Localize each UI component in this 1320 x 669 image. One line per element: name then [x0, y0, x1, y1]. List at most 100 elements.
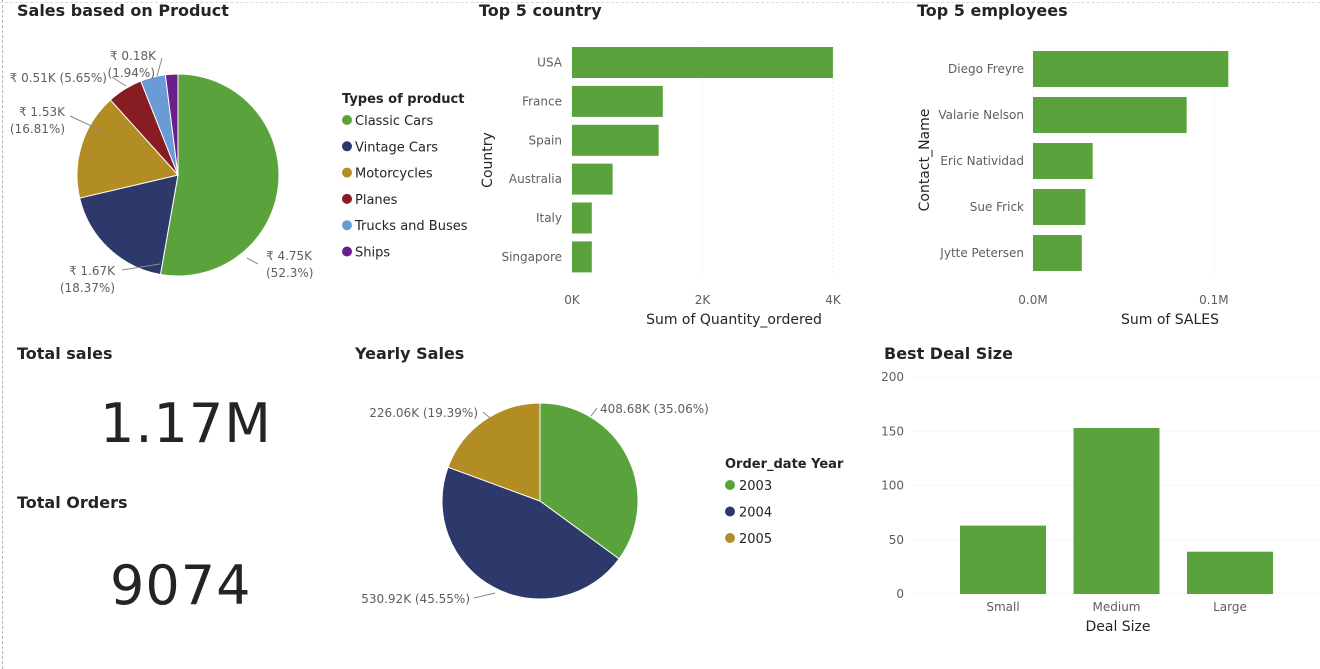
legend-title-year: Order_date Year: [725, 457, 844, 472]
title-total-sales: Total sales: [17, 344, 113, 363]
leader-line-year-2005: [482, 411, 491, 419]
bar-sue-frick[interactable]: [1033, 189, 1086, 225]
legend-marker-trucks-and-buses[interactable]: [342, 220, 352, 231]
bar-valarie-nelson[interactable]: [1033, 97, 1187, 133]
y-axis-title-contact-name: Contact_Name: [917, 109, 933, 212]
bar-eric-natividad[interactable]: [1033, 143, 1093, 179]
x-axis-title-sum-of-sales: Sum of SALES: [1121, 312, 1219, 328]
y-tick-150: 150: [881, 424, 904, 438]
legend-marker-ships[interactable]: [342, 246, 352, 257]
x-tick-large: Large: [1213, 600, 1247, 614]
legend-item-vintage-cars: Vintage Cars: [355, 140, 438, 155]
pie-slice-motorcycles[interactable]: [76, 99, 179, 199]
legend-item-trucks-and-buses: Trucks and Buses: [354, 219, 468, 234]
leader-line-vintage-cars: [121, 263, 161, 271]
pie-slice-year-2004[interactable]: [441, 466, 620, 600]
legend-marker-planes[interactable]: [342, 193, 352, 204]
data-label-year-2003: 408.68K (35.06%): [600, 402, 709, 416]
data-label-pct-vintage-cars: (18.37%): [60, 281, 115, 295]
pie-slice-classic-cars[interactable]: [159, 73, 280, 277]
x-tick-2k: 2K: [695, 293, 712, 307]
data-label-vintage-cars: ₹ 1.67K: [69, 264, 116, 278]
legend-marker-motorcycles[interactable]: [342, 167, 352, 178]
x-axis-title-deal-size: Deal Size: [1085, 619, 1150, 635]
y-tick-france: France: [522, 94, 562, 108]
y-tick-jytte-petersen: Jytte Petersen: [939, 246, 1024, 260]
y-tick-usa: USA: [537, 55, 563, 69]
legend-marker-classic-cars[interactable]: [342, 115, 352, 125]
legend-title-product: Types of product: [342, 92, 464, 107]
legend-marker-year-2003[interactable]: [725, 480, 735, 490]
y-tick-100: 100: [881, 479, 904, 493]
data-label-year-2005: 226.06K (19.39%): [369, 406, 478, 420]
canvas-border-top: [0, 2, 1320, 3]
bar-italy[interactable]: [572, 202, 592, 234]
legend-item-year-2004: 2004: [739, 506, 772, 521]
pie-slice-ships[interactable]: [164, 73, 179, 176]
x-tick-0-0m: 0.0M: [1018, 293, 1047, 307]
data-label-pct-classic-cars: (52.3%): [266, 266, 313, 280]
y-tick-singapore: Singapore: [501, 250, 562, 264]
leader-line-year-2004: [473, 592, 496, 599]
x-tick-0k: 0K: [564, 293, 581, 307]
leader-line-motorcycles: [69, 115, 101, 131]
data-label-trucks-and-buses: ₹ 0.18K: [110, 49, 157, 63]
legend-item-classic-cars: Classic Cars: [355, 114, 433, 129]
data-label-pct-trucks-and-buses: (1.94%): [108, 66, 155, 80]
leader-line-classic-cars: [246, 257, 259, 265]
legend-item-planes: Planes: [355, 193, 398, 208]
canvas-border-left: [2, 0, 3, 669]
bar-medium[interactable]: [1073, 428, 1160, 594]
data-label-planes: ₹ 0.51K (5.65%): [10, 71, 107, 85]
data-label-classic-cars: ₹ 4.75K: [266, 249, 313, 263]
y-tick-50: 50: [889, 533, 904, 547]
bar-jytte-petersen[interactable]: [1033, 235, 1082, 271]
legend-item-year-2003: 2003: [739, 479, 772, 494]
pie-slice-year-2005[interactable]: [447, 402, 541, 502]
legend-item-motorcycles: Motorcycles: [355, 167, 433, 182]
y-tick-spain: Spain: [528, 133, 562, 147]
leader-line-planes: [111, 76, 127, 87]
y-tick-italy: Italy: [536, 211, 562, 225]
leader-line-trucks-and-buses: [156, 57, 163, 77]
pie-slice-year-2003[interactable]: [539, 402, 639, 560]
legend-item-ships: Ships: [355, 246, 390, 261]
total-sales-value: 1.17M: [100, 392, 272, 455]
bar-singapore[interactable]: [572, 241, 592, 273]
title-sales-by-product: Sales based on Product: [17, 1, 229, 20]
y-tick-australia: Australia: [509, 172, 562, 186]
x-tick-medium: Medium: [1093, 600, 1141, 614]
leader-line-year-2003: [590, 407, 598, 417]
bar-usa[interactable]: [572, 47, 833, 78]
y-tick-sue-frick: Sue Frick: [970, 200, 1024, 214]
data-label-year-2004: 530.92K (45.55%): [361, 592, 470, 606]
y-tick-eric-natividad: Eric Natividad: [940, 154, 1024, 168]
total-orders-value: 9074: [110, 554, 252, 617]
bar-spain[interactable]: [572, 124, 659, 156]
legend-item-year-2005: 2005: [739, 532, 772, 547]
bar-australia[interactable]: [572, 163, 613, 195]
legend-marker-year-2005[interactable]: [725, 533, 735, 543]
x-tick-0-1m: 0.1M: [1199, 293, 1228, 307]
bar-small[interactable]: [960, 525, 1046, 594]
title-top5-country: Top 5 country: [479, 1, 602, 20]
x-axis-title-sum-of-quantity-ordered: Sum of Quantity_ordered: [646, 312, 822, 328]
title-top5-employees: Top 5 employees: [917, 1, 1068, 20]
y-axis-title-country: Country: [480, 132, 496, 188]
x-tick-small: Small: [986, 600, 1019, 614]
x-tick-4k: 4K: [825, 293, 842, 307]
legend-marker-year-2004[interactable]: [725, 506, 735, 517]
title-yearly-sales: Yearly Sales: [355, 344, 465, 363]
bar-diego-freyre[interactable]: [1033, 51, 1229, 87]
legend-marker-vintage-cars[interactable]: [342, 141, 352, 152]
data-label-pct-motorcycles: (16.81%): [10, 122, 65, 136]
y-tick-valarie-nelson: Valarie Nelson: [938, 108, 1024, 122]
title-total-orders: Total Orders: [17, 493, 128, 512]
y-tick-200: 200: [881, 370, 904, 384]
title-best-deal-size: Best Deal Size: [884, 344, 1013, 363]
bar-large[interactable]: [1187, 551, 1273, 594]
pie-slice-vintage-cars[interactable]: [79, 174, 179, 276]
data-label-motorcycles: ₹ 1.53K: [19, 105, 66, 119]
bar-france[interactable]: [572, 85, 663, 117]
